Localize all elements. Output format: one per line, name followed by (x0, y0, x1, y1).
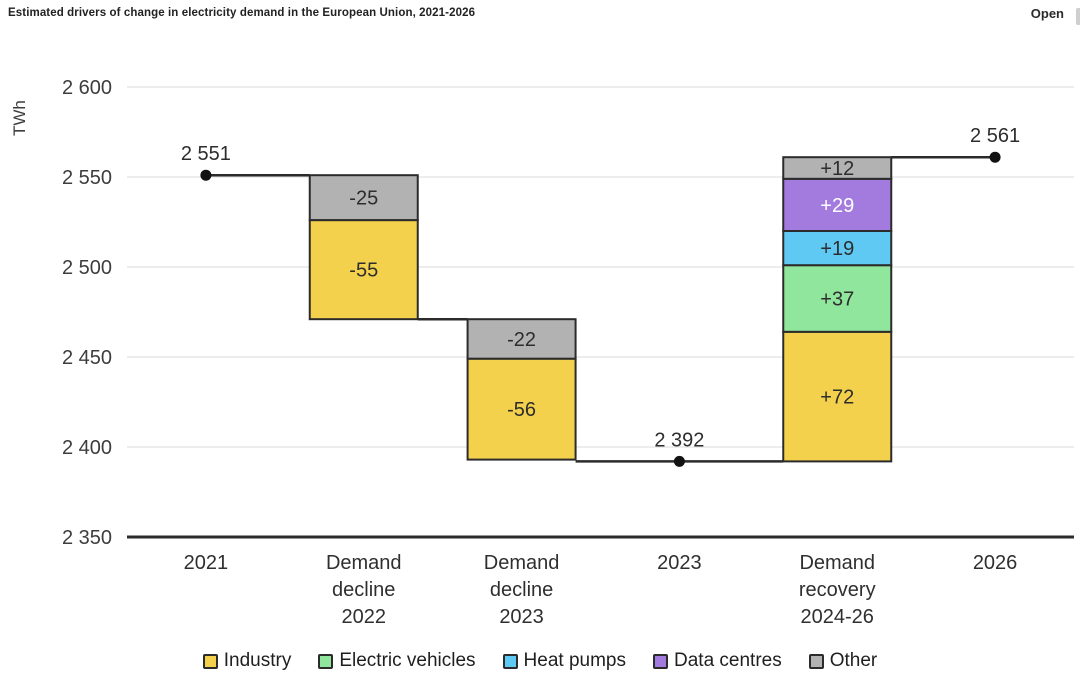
legend-item-other[interactable]: Other (808, 650, 878, 672)
legend-swatch-other (808, 653, 824, 669)
segment-label: -55 (349, 260, 378, 282)
chart-legend: Industry Electric vehicles Heat pumps Data … (0, 650, 1080, 672)
legend-label: Other (829, 650, 878, 671)
data-point (673, 455, 685, 467)
legend-item-electric-vehicles[interactable]: Electric vehicles (318, 650, 476, 672)
data-point (200, 169, 212, 181)
bar-segment-electric-vehicles (782, 264, 893, 333)
point-value-label: 2 561 (970, 125, 1020, 147)
legend-swatch-data-centres (653, 653, 668, 669)
point-value-label: 2 551 (181, 143, 231, 165)
bar-segment-other (782, 156, 893, 180)
segment-label: -56 (507, 399, 536, 421)
data-point (989, 151, 1001, 163)
point-value-label: 2 392 (654, 429, 704, 451)
legend-item-heat-pumps[interactable]: Heat pumps (502, 650, 626, 672)
legend-swatch-industry (202, 653, 218, 669)
legend-swatch-electric-vehicles (318, 653, 334, 669)
legend-label: Electric vehicles (339, 650, 476, 671)
segment-label: +29 (820, 195, 854, 217)
bar-segment-industry (466, 357, 577, 461)
y-tick-label: 2 550 (62, 167, 112, 189)
y-tick-label: 2 350 (62, 527, 112, 549)
legend-label: Data centres (674, 650, 782, 671)
open-link[interactable]: Open (1030, 6, 1064, 21)
segment-label: -22 (507, 329, 536, 351)
y-tick-label: 2 600 (62, 77, 112, 99)
y-tick-label: 2 500 (62, 257, 112, 279)
bar-segment-industry (782, 330, 893, 463)
legend-label: Heat pumps (523, 650, 626, 671)
segment-label: +12 (820, 158, 854, 180)
segment-label: -25 (349, 188, 378, 210)
segment-label: +72 (820, 387, 854, 409)
bar-segment-data-centres (782, 177, 893, 233)
cutoff-icon-fragment (1076, 8, 1080, 25)
y-tick-label: 2 400 (62, 437, 112, 459)
y-tick-label: 2 450 (62, 347, 112, 369)
bar-segment-other (466, 318, 577, 360)
bar-segment-other (308, 174, 419, 222)
legend-label: Industry (223, 650, 292, 671)
segment-label: +19 (820, 238, 854, 260)
bar-segment-industry (308, 219, 419, 321)
segment-label: +37 (820, 289, 854, 311)
legend-item-industry[interactable]: Industry (202, 650, 292, 672)
chart-title: Estimated drivers of change in electrici… (8, 7, 476, 19)
legend-swatch-heat-pumps (502, 653, 518, 669)
legend-item-data-centres[interactable]: Data centres (653, 650, 782, 672)
